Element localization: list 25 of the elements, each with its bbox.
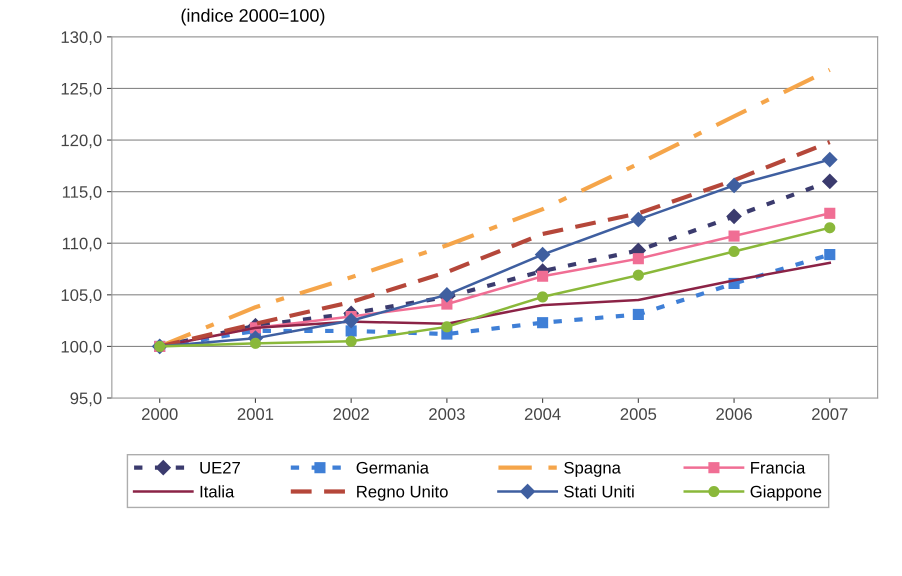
- legend-label: Italia: [200, 485, 234, 498]
- legend-label: Stati Uniti: [564, 485, 634, 498]
- y-tick-label: 110,0: [62, 238, 102, 252]
- legend-label: Regno Unito: [357, 485, 448, 501]
- x-tick-label: 2005: [620, 408, 656, 420]
- x-tick-label: 2006: [716, 408, 752, 420]
- x-tick-label: 2004: [524, 408, 561, 420]
- x-tick-label: 2007: [812, 408, 848, 420]
- y-tick-label: 125,0: [62, 82, 102, 97]
- x-tick-label: 2000: [142, 408, 178, 420]
- y-tick-label: 120,0: [62, 134, 102, 148]
- y-tick-label: 100,0: [62, 340, 102, 355]
- y-tick-label: 105,0: [62, 289, 102, 303]
- y-tick-label: 115,0: [62, 186, 102, 200]
- legend-label: Francia: [751, 461, 806, 474]
- legend-label: Giappone: [750, 485, 822, 501]
- legend-label: UE27: [200, 462, 240, 474]
- x-tick-label: 2003: [429, 408, 465, 420]
- y-tick-label: 95,0: [70, 392, 102, 406]
- chart-subtitle: (indice 2000=100): [182, 8, 324, 26]
- x-tick-label: 2001: [238, 408, 274, 420]
- legend-label: Spagna: [564, 462, 621, 477]
- y-tick-label: 130,0: [62, 31, 102, 46]
- legend-label: Germania: [356, 461, 429, 474]
- x-tick-label: 2002: [333, 408, 369, 420]
